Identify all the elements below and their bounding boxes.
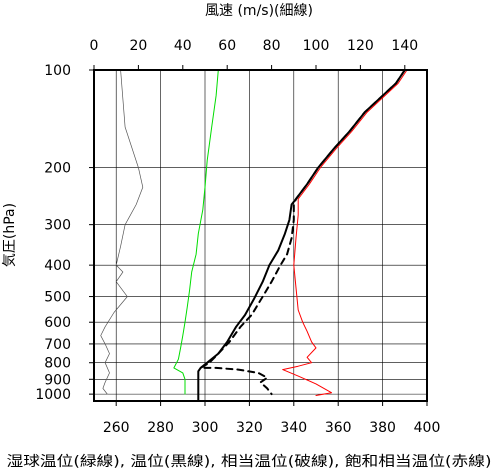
bottom-tick-label: 280 bbox=[147, 420, 174, 436]
top-tick-label: 100 bbox=[303, 38, 330, 54]
bottom-axis-title: 湿球温位(緑線), 温位(黒線), 相当温位(破線), 飽和相当温位(赤線) bbox=[7, 453, 492, 470]
top-tick-label: 60 bbox=[218, 38, 236, 54]
y-axis-title: 気圧(hPa) bbox=[2, 203, 18, 267]
series-line-2 bbox=[199, 69, 406, 396]
bottom-tick-label: 320 bbox=[236, 420, 263, 436]
top-axis: 0 20 40 60 80 100 120 140 bbox=[90, 38, 418, 70]
bottom-tick-label: 360 bbox=[325, 420, 352, 436]
series-layer bbox=[100, 69, 408, 402]
y-tick-label: 800 bbox=[44, 356, 71, 372]
series-line-1 bbox=[197, 69, 406, 402]
top-tick-label: 120 bbox=[347, 38, 374, 54]
bottom-tick-label: 300 bbox=[192, 420, 219, 436]
series-line-4 bbox=[100, 69, 144, 395]
y-tick-label: 700 bbox=[44, 337, 71, 353]
series-line-0 bbox=[173, 69, 219, 395]
top-tick-label: 0 bbox=[90, 38, 99, 54]
grid-lines bbox=[94, 69, 428, 401]
series-line-3 bbox=[282, 69, 408, 396]
top-tick-label: 40 bbox=[174, 38, 192, 54]
top-tick-label: 80 bbox=[263, 38, 281, 54]
y-tick-label: 1000 bbox=[35, 387, 71, 403]
y-tick-label: 400 bbox=[44, 258, 71, 274]
plot-frame bbox=[93, 69, 428, 402]
y-tick-label: 100 bbox=[44, 63, 71, 79]
top-axis-title: 風速 (m/s)(細線) bbox=[205, 3, 313, 19]
bottom-tick-label: 400 bbox=[414, 420, 441, 436]
top-tick-label: 140 bbox=[391, 38, 418, 54]
bottom-axis: 260 280 300 320 340 360 380 400 bbox=[103, 401, 441, 436]
y-tick-label: 300 bbox=[44, 218, 71, 234]
top-tick-label: 20 bbox=[129, 38, 147, 54]
bottom-tick-label: 380 bbox=[369, 420, 396, 436]
bottom-tick-label: 260 bbox=[103, 420, 130, 436]
bottom-tick-label: 340 bbox=[280, 420, 307, 436]
y-tick-label: 500 bbox=[44, 290, 71, 306]
y-tick-label: 900 bbox=[44, 372, 71, 388]
y-tick-label: 200 bbox=[44, 161, 71, 177]
y-tick-label: 600 bbox=[44, 315, 71, 331]
